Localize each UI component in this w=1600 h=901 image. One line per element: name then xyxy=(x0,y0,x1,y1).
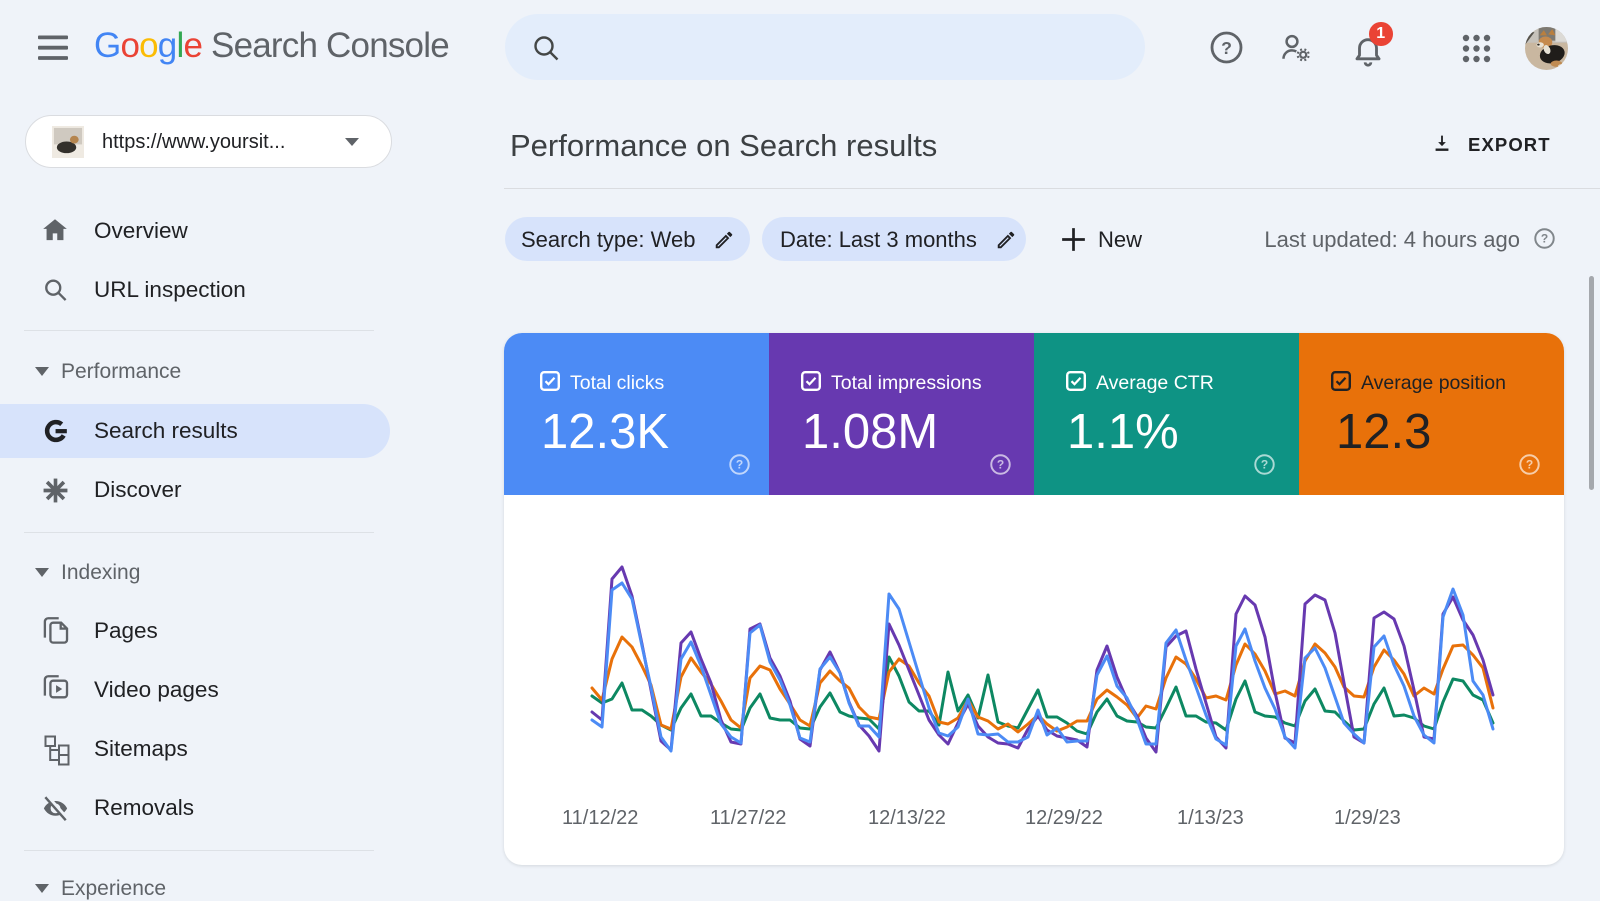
svg-text:?: ? xyxy=(1261,458,1268,472)
svg-text:?: ? xyxy=(1541,232,1548,246)
svg-text:?: ? xyxy=(997,458,1004,472)
svg-text:?: ? xyxy=(736,458,743,472)
svg-text:?: ? xyxy=(1221,38,1232,58)
svg-text:?: ? xyxy=(1526,458,1533,472)
